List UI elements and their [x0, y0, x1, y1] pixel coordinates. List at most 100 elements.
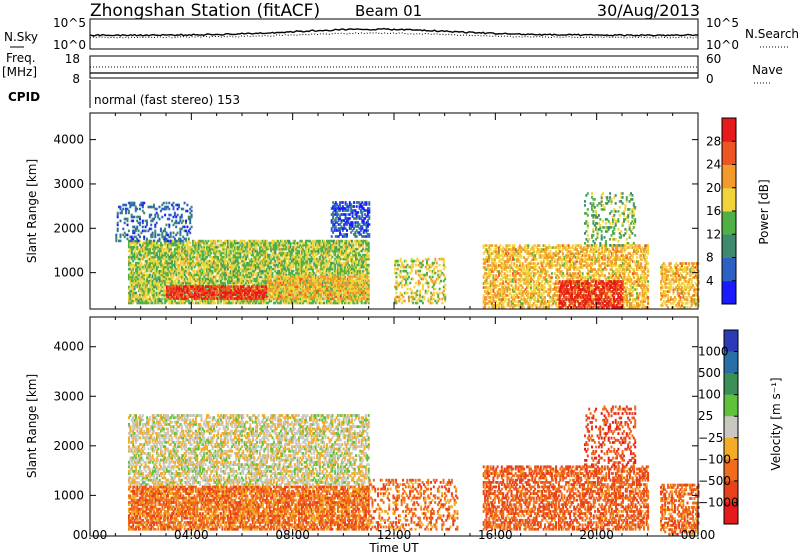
power-cell: [264, 249, 267, 253]
power-cell: [217, 269, 220, 273]
power-cell: [151, 285, 154, 289]
power-cell: [150, 289, 153, 293]
power-cell: [274, 277, 277, 280]
power-cell: [133, 201, 136, 205]
power-cell: [207, 239, 210, 243]
power-cell: [158, 277, 161, 281]
power-cell: [169, 235, 172, 239]
power-cell: [136, 293, 139, 297]
power-cell: [225, 295, 228, 298]
power-cell: [311, 243, 314, 247]
power-cell: [130, 273, 133, 277]
power-cell: [144, 297, 147, 301]
power-cell: [172, 201, 175, 205]
power-cell: [222, 281, 225, 285]
power-cell: [275, 295, 278, 298]
power-cell: [292, 249, 295, 253]
power-cell: [167, 243, 169, 247]
power-cell: [187, 271, 190, 275]
power-cell: [135, 241, 137, 245]
power-cell: [190, 279, 193, 283]
power-cell: [199, 281, 202, 285]
power-cell: [177, 295, 180, 298]
power-cell: [153, 301, 156, 305]
power-cell: [286, 299, 289, 303]
power-cell: [345, 257, 348, 261]
power-cell: [310, 289, 313, 293]
power-cell: [240, 247, 243, 251]
power-cell: [237, 297, 240, 300]
power-cell: [228, 285, 231, 288]
power-cell: [141, 267, 144, 271]
power-cell: [316, 299, 319, 303]
power-cell: [281, 279, 284, 283]
power-cell: [211, 257, 214, 261]
power-cell: [246, 261, 249, 265]
power-cell: [259, 251, 261, 255]
power-cell: [327, 267, 330, 271]
power-cell: [136, 255, 139, 259]
power-cell: [136, 253, 139, 257]
power-cell: [202, 297, 205, 300]
power-cell: [305, 283, 307, 287]
power-cell: [151, 275, 154, 279]
power-cell: [225, 251, 228, 255]
power-cell: [160, 265, 162, 269]
power-cell: [133, 265, 136, 269]
power-cell: [270, 281, 273, 284]
power-cell: [178, 205, 180, 209]
power-cell: [302, 287, 305, 291]
power-cell: [314, 259, 317, 263]
power-cell: [126, 237, 129, 241]
power-cell: [206, 263, 208, 267]
power-cell: [213, 263, 215, 267]
power-cell: [144, 265, 147, 269]
power-cell: [250, 281, 253, 285]
power-cell: [155, 251, 158, 255]
power-cell: [284, 301, 287, 305]
power-cell: [242, 281, 245, 285]
power-cell: [242, 283, 245, 287]
power-cell: [295, 301, 298, 305]
power-cell: [199, 271, 202, 275]
power-cell: [247, 301, 250, 305]
power-cell: [220, 259, 222, 263]
power-cell: [278, 265, 281, 269]
power-cell: [305, 239, 307, 243]
power-cell: [282, 277, 285, 280]
power-cell: [246, 265, 249, 269]
power-cell: [154, 299, 157, 303]
power-cell: [129, 299, 132, 303]
power-cell: [311, 247, 314, 251]
power-cell: [197, 251, 200, 255]
power-cell: [264, 239, 267, 243]
power-cell: [148, 215, 151, 219]
power-cell: [279, 251, 282, 255]
power-cell: [182, 289, 185, 292]
power-cell: [349, 271, 352, 275]
power-cell: [135, 291, 137, 295]
power-cell: [130, 249, 133, 253]
power-cell: [157, 215, 160, 219]
power-cell: [150, 279, 153, 283]
power-cell: [334, 273, 337, 277]
power-cell: [175, 215, 178, 219]
power-cell: [327, 295, 330, 299]
power-cell: [353, 247, 356, 251]
power-cell: [176, 241, 179, 245]
power-cell: [327, 249, 330, 253]
power-cell: [130, 203, 133, 207]
power-cell: [189, 283, 192, 287]
power-cell: [289, 247, 292, 251]
power-cell: [250, 299, 253, 303]
power-cell: [240, 273, 243, 277]
power-cell: [237, 291, 240, 294]
power-cell: [153, 299, 156, 303]
power-cell: [123, 217, 126, 221]
power-cell: [214, 295, 217, 298]
power-cell: [204, 273, 207, 277]
power-cell: [356, 281, 359, 285]
power-cell: [165, 273, 168, 277]
power-cell: [272, 301, 275, 305]
power-cell: [221, 255, 224, 259]
